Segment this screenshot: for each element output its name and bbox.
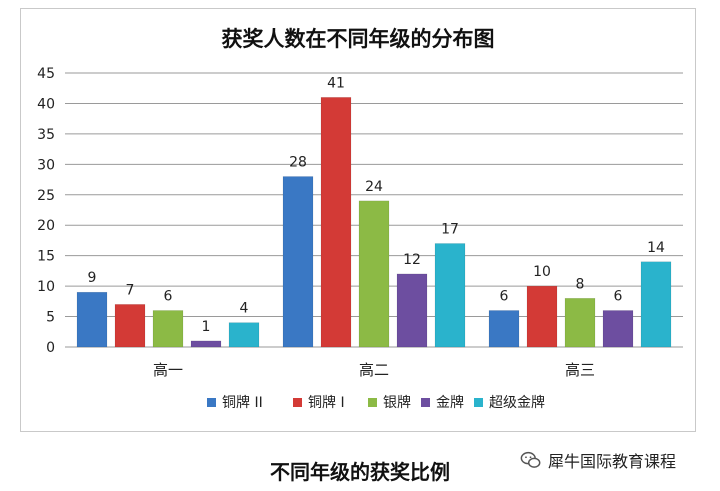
y-tick-label: 40 (37, 96, 55, 112)
data-label: 24 (365, 179, 383, 195)
data-label: 8 (576, 276, 585, 292)
data-label: 28 (289, 155, 307, 171)
legend-swatch (474, 398, 483, 407)
legend-label: 铜牌 II (222, 394, 263, 411)
y-tick-label: 0 (46, 340, 55, 356)
x-category-label: 高一 (153, 361, 183, 379)
data-label: 6 (164, 288, 173, 304)
data-label: 41 (327, 75, 345, 91)
bar (228, 322, 260, 348)
bar (564, 298, 596, 348)
data-label: 6 (500, 288, 509, 304)
data-label: 6 (614, 288, 623, 304)
y-tick-label: 25 (37, 188, 55, 204)
bar (152, 310, 184, 348)
data-label: 1 (202, 319, 211, 335)
y-tick-label: 10 (37, 279, 55, 295)
bar (358, 200, 390, 348)
data-label: 9 (88, 270, 97, 286)
bar (396, 273, 428, 348)
data-label: 14 (647, 240, 665, 256)
legend-label: 金牌 (436, 394, 464, 411)
data-label: 12 (403, 252, 421, 268)
bar (114, 304, 146, 348)
y-tick-label: 15 (37, 249, 55, 265)
y-tick-label: 35 (37, 127, 55, 143)
data-label: 17 (441, 221, 459, 237)
watermark: 犀牛国际教育课程 (520, 447, 676, 473)
wechat-icon (520, 451, 541, 468)
legend-swatch (293, 398, 302, 407)
bar (76, 291, 108, 348)
bar (282, 176, 314, 348)
legend-label: 铜牌 I (308, 394, 345, 411)
legend-label: 超级金牌 (489, 394, 545, 411)
bar (190, 340, 222, 348)
legend-swatch (421, 398, 430, 407)
bar (640, 261, 672, 348)
chart-frame: 获奖人数在不同年级的分布图 0 5 10 15 20 25 30 35 40 45 9 7 6 1 4 高一 2… (20, 8, 696, 432)
bar (526, 285, 558, 348)
y-tick-label: 45 (37, 66, 55, 82)
x-category-label: 高二 (359, 361, 389, 379)
bar (488, 310, 520, 348)
y-tick-label: 30 (37, 157, 55, 173)
y-tick-label: 20 (37, 218, 55, 234)
figure-caption: 不同年级的获奖比例 (270, 460, 450, 484)
bar (434, 243, 466, 348)
data-label: 10 (533, 264, 551, 280)
data-label: 4 (240, 301, 249, 317)
x-category-label: 高三 (565, 361, 595, 379)
chart-title: 获奖人数在不同年级的分布图 (221, 27, 495, 51)
y-tick-label: 5 (46, 310, 55, 326)
watermark-text: 犀牛国际教育课程 (548, 452, 677, 471)
bar (320, 97, 352, 348)
bar (602, 310, 634, 348)
legend-swatch (368, 398, 377, 407)
data-label: 7 (126, 282, 135, 298)
legend-swatch (207, 398, 216, 407)
legend-label: 银牌 (383, 394, 411, 411)
